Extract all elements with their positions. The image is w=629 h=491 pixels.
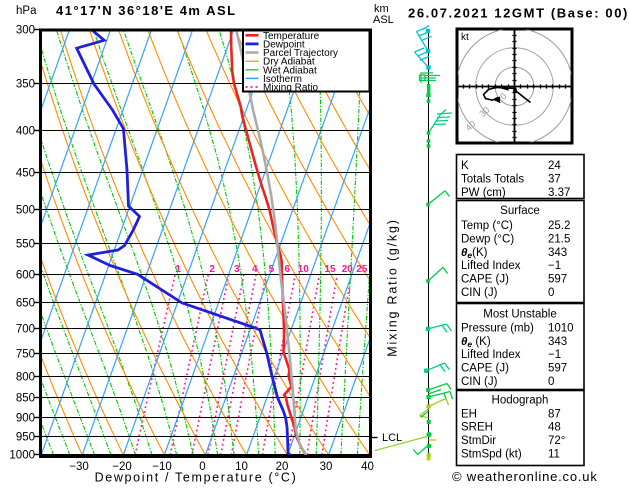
svg-text:Surface: Surface <box>500 205 540 217</box>
svg-text:48: 48 <box>548 422 561 434</box>
svg-text:θe (K): θe (K) <box>461 336 491 349</box>
svg-text:20: 20 <box>276 461 289 473</box>
svg-text:CAPE (J): CAPE (J) <box>461 274 509 286</box>
svg-text:0: 0 <box>199 461 205 473</box>
svg-text:15: 15 <box>324 264 336 275</box>
svg-text:StmDir: StmDir <box>461 435 496 447</box>
svg-text:1010: 1010 <box>548 322 574 334</box>
svg-text:37: 37 <box>548 173 561 185</box>
svg-text:87: 87 <box>548 408 561 420</box>
svg-text:800: 800 <box>16 372 35 384</box>
svg-text:−20: −20 <box>112 461 132 473</box>
svg-text:25: 25 <box>356 264 368 275</box>
svg-text:CIN (J): CIN (J) <box>461 287 498 299</box>
svg-text:21.5: 21.5 <box>548 233 570 245</box>
svg-text:30: 30 <box>320 461 333 473</box>
svg-text:300: 300 <box>16 25 35 37</box>
svg-text:Dry Adiabat: Dry Adiabat <box>263 57 315 68</box>
svg-text:700: 700 <box>16 324 35 336</box>
svg-text:km: km <box>374 3 389 15</box>
svg-text:Temperature: Temperature <box>263 31 320 42</box>
svg-text:40: 40 <box>463 119 477 133</box>
svg-text:SREH: SREH <box>461 422 493 434</box>
svg-text:597: 597 <box>548 274 567 286</box>
svg-text:450: 450 <box>16 168 35 180</box>
svg-text:−1: −1 <box>548 260 561 272</box>
svg-text:1000: 1000 <box>9 450 35 462</box>
svg-text:K: K <box>461 160 469 172</box>
svg-text:θe(K): θe(K) <box>461 247 488 260</box>
svg-text:0: 0 <box>548 376 554 388</box>
svg-text:CAPE (J): CAPE (J) <box>461 363 509 375</box>
svg-text:kt: kt <box>461 32 469 43</box>
svg-text:Hodograph: Hodograph <box>492 395 549 407</box>
svg-text:Dewp (°C): Dewp (°C) <box>461 233 514 245</box>
svg-text:900: 900 <box>16 413 35 425</box>
svg-text:750: 750 <box>16 349 35 361</box>
svg-text:343: 343 <box>548 336 567 348</box>
svg-text:400: 400 <box>16 126 35 138</box>
svg-text:ASL: ASL <box>373 14 394 26</box>
svg-text:6: 6 <box>285 264 291 275</box>
svg-text:Dewpoint / Temperature (°C): Dewpoint / Temperature (°C) <box>95 471 298 485</box>
svg-text:350: 350 <box>16 79 35 91</box>
svg-text:Parcel Trajectory: Parcel Trajectory <box>263 48 338 59</box>
svg-text:597: 597 <box>548 363 567 375</box>
svg-text:650: 650 <box>16 298 35 310</box>
svg-text:3.37: 3.37 <box>548 187 570 199</box>
svg-text:StmSpd (kt): StmSpd (kt) <box>461 449 522 461</box>
svg-text:72°: 72° <box>548 435 565 447</box>
svg-text:Most Unstable: Most Unstable <box>483 308 557 320</box>
svg-text:−30: −30 <box>69 461 89 473</box>
svg-text:EH: EH <box>461 408 477 420</box>
svg-text:Lifted Index: Lifted Index <box>461 349 521 361</box>
svg-text:30: 30 <box>477 105 491 119</box>
svg-text:Mixing Ratio: Mixing Ratio <box>263 83 318 94</box>
svg-text:Mixing Ratio (g/kg): Mixing Ratio (g/kg) <box>386 218 400 356</box>
svg-text:20: 20 <box>342 264 354 275</box>
svg-text:Dewpoint: Dewpoint <box>263 39 305 50</box>
svg-text:hPa: hPa <box>16 5 37 17</box>
svg-text:10: 10 <box>235 461 248 473</box>
svg-text:600: 600 <box>16 270 35 282</box>
svg-text:Pressure (mb): Pressure (mb) <box>461 322 534 334</box>
svg-text:Wet Adiabat: Wet Adiabat <box>263 65 317 76</box>
svg-text:CIN (J): CIN (J) <box>461 376 498 388</box>
svg-text:500: 500 <box>16 205 35 217</box>
svg-text:Totals Totals: Totals Totals <box>461 173 524 185</box>
svg-text:1: 1 <box>175 264 181 275</box>
svg-text:24: 24 <box>548 160 561 172</box>
svg-text:40: 40 <box>361 461 374 473</box>
svg-text:LCL: LCL <box>382 432 402 444</box>
svg-text:© weatheronline.co.uk: © weatheronline.co.uk <box>452 469 598 484</box>
svg-text:41°17'N 36°18'E 4m ASL: 41°17'N 36°18'E 4m ASL <box>56 3 237 18</box>
svg-text:Isotherm: Isotherm <box>263 74 302 85</box>
svg-text:0: 0 <box>548 287 554 299</box>
svg-text:10: 10 <box>298 264 310 275</box>
svg-text:11: 11 <box>548 449 560 461</box>
svg-text:850: 850 <box>16 393 35 405</box>
svg-text:26.07.2021 12GMT (Base: 00): 26.07.2021 12GMT (Base: 00) <box>408 6 629 21</box>
svg-text:343: 343 <box>548 247 567 259</box>
svg-text:−1: −1 <box>548 349 561 361</box>
svg-text:Temp (°C): Temp (°C) <box>461 220 513 232</box>
svg-text:PW (cm): PW (cm) <box>461 187 506 199</box>
svg-text:−10: −10 <box>152 461 172 473</box>
svg-text:25.2: 25.2 <box>548 220 570 232</box>
svg-text:950: 950 <box>16 432 35 444</box>
svg-text:3: 3 <box>234 264 240 275</box>
svg-text:Lifted Index: Lifted Index <box>461 260 521 272</box>
svg-text:4: 4 <box>252 264 258 275</box>
svg-text:5: 5 <box>269 264 275 275</box>
svg-text:550: 550 <box>16 239 35 251</box>
svg-text:2: 2 <box>209 264 215 275</box>
